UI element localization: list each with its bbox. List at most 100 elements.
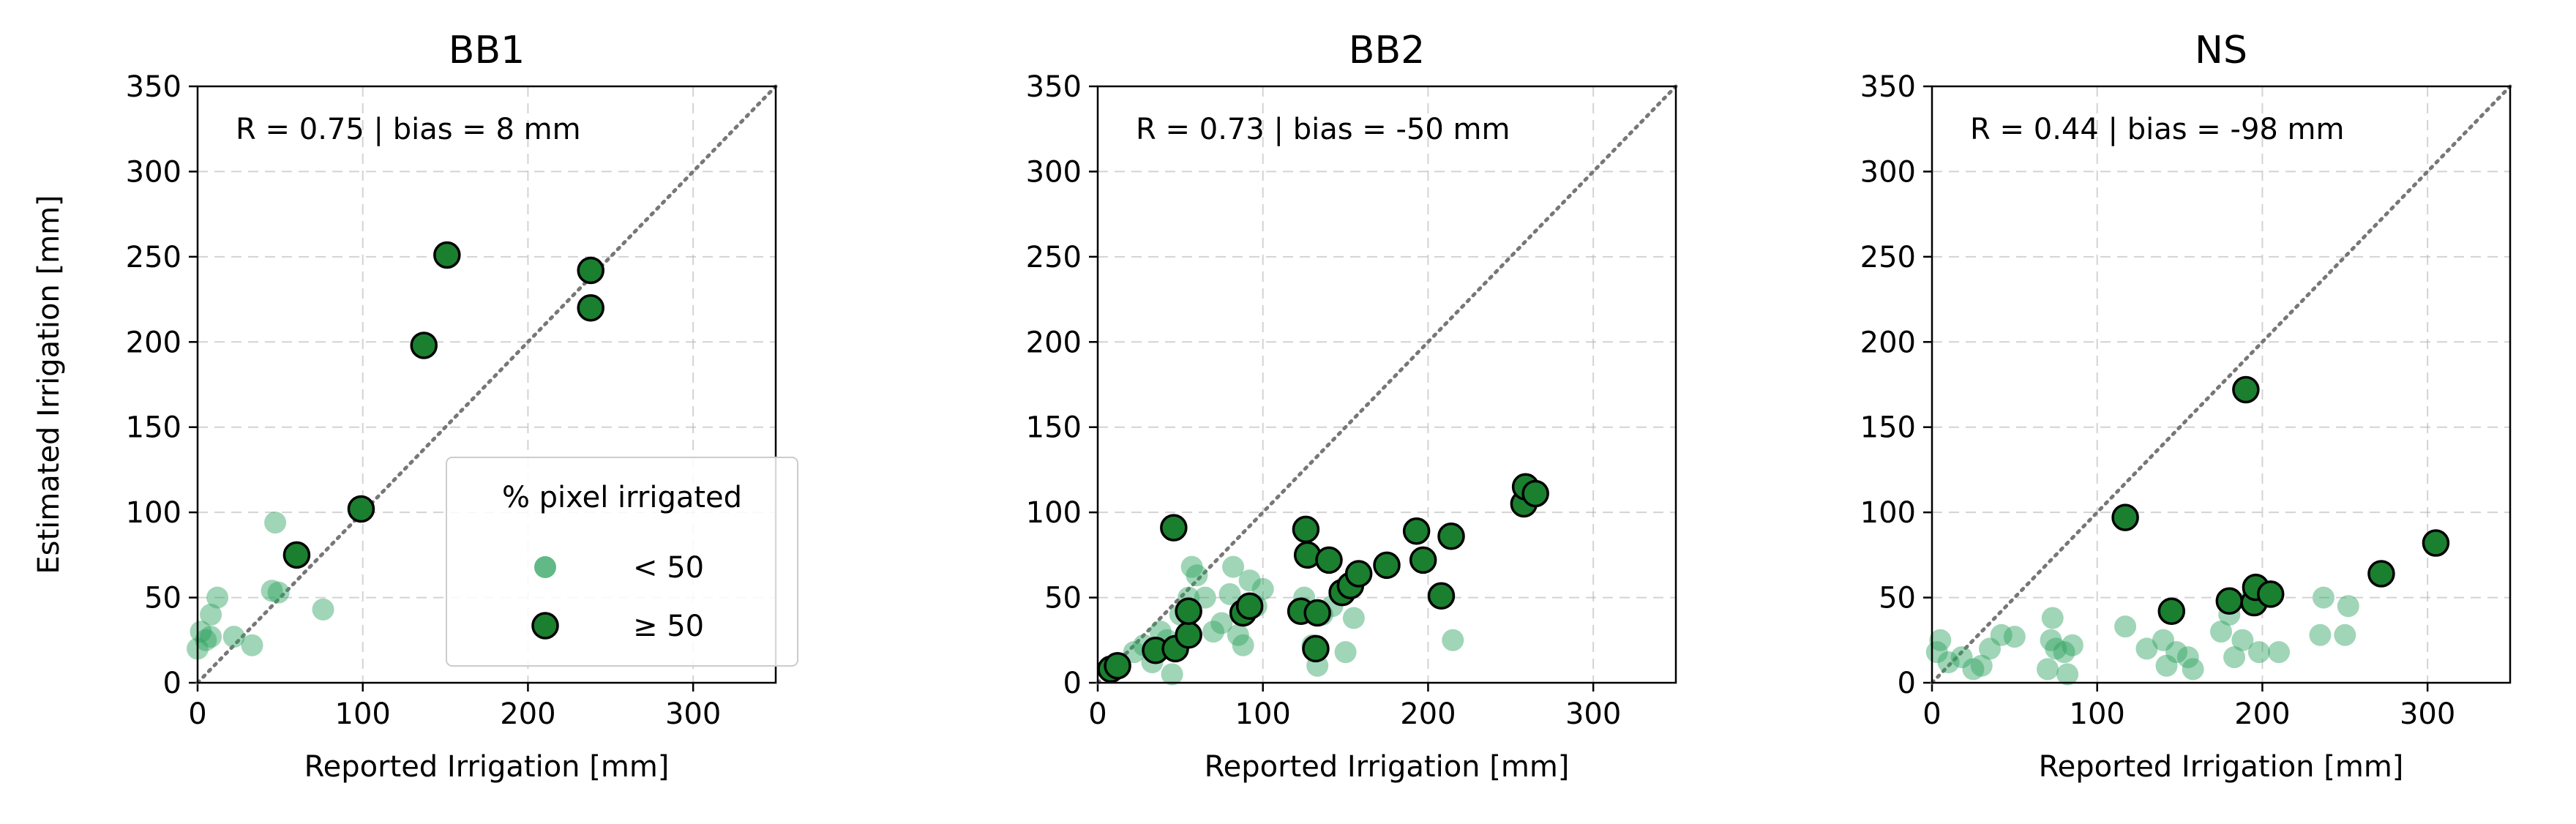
data-point xyxy=(200,626,222,648)
data-point xyxy=(2037,658,2059,681)
data-point xyxy=(312,598,334,621)
data-point xyxy=(267,581,290,604)
data-point xyxy=(2061,634,2083,656)
data-point xyxy=(2045,637,2067,660)
data-point xyxy=(1990,623,2012,646)
data-point xyxy=(2056,663,2079,686)
x-tick-label: 300 xyxy=(665,697,721,731)
data-point xyxy=(1442,629,1464,651)
x-tick-label: 0 xyxy=(1088,697,1107,731)
data-point xyxy=(2367,560,2395,588)
y-tick-label: 350 xyxy=(1026,70,1082,104)
axes-frame xyxy=(1931,85,2512,684)
data-point xyxy=(2231,629,2254,651)
data-point xyxy=(577,256,604,285)
one-to-one-line xyxy=(1096,84,1678,685)
data-point xyxy=(2334,623,2356,646)
x-axis-label: Reported Irrigation [mm] xyxy=(1205,750,1570,784)
data-point xyxy=(1437,522,1465,550)
x-tick-label: 100 xyxy=(2070,697,2125,731)
x-tick-label: 0 xyxy=(188,697,206,731)
data-point xyxy=(282,541,311,569)
y-tick-label: 100 xyxy=(1026,496,1082,530)
data-point xyxy=(1521,479,1549,508)
data-point xyxy=(2210,621,2232,643)
data-point xyxy=(1292,515,1320,544)
data-point xyxy=(1227,623,1249,646)
data-point xyxy=(1222,555,1245,578)
data-point xyxy=(1238,569,1261,592)
y-tick-label: 350 xyxy=(126,70,181,104)
data-point xyxy=(2152,629,2174,651)
data-point xyxy=(2223,646,2246,669)
data-point xyxy=(1160,514,1188,542)
data-point xyxy=(1334,641,1357,664)
axes-frame xyxy=(196,85,777,684)
series-at-least-50 xyxy=(282,241,604,569)
data-point xyxy=(1175,597,1202,625)
data-point xyxy=(1235,592,1264,620)
data-point xyxy=(1342,607,1365,629)
y-tick-label: 50 xyxy=(1044,582,1082,615)
data-point xyxy=(264,512,287,534)
data-point xyxy=(1409,546,1437,574)
data-point xyxy=(2247,641,2270,664)
y-tick-label: 0 xyxy=(163,667,181,700)
y-tick-label: 50 xyxy=(144,582,181,615)
y-tick-label: 300 xyxy=(1026,155,1082,189)
data-point xyxy=(2040,629,2062,651)
data-point xyxy=(195,629,217,651)
panel-bb2: 0 100 200 300 0 50 100 150 200 250 300 350 BB2 R = 0.… xyxy=(1026,29,1678,784)
panel-title: NS xyxy=(2195,29,2247,72)
panel-bb1: 0 100 200 300 0 50 100 150 200 250 300 350 BB1 R = 0.… xyxy=(32,29,798,784)
y-tick-label: 250 xyxy=(126,241,181,274)
legend-marker-below-50 xyxy=(534,556,556,578)
x-tick-label: 200 xyxy=(2234,697,2290,731)
data-point xyxy=(1104,651,1131,680)
data-point xyxy=(2182,658,2204,681)
x-tick-label: 300 xyxy=(1565,697,1621,731)
data-point xyxy=(241,634,263,656)
data-point xyxy=(2135,637,2158,660)
data-point xyxy=(200,603,222,626)
panel-title: BB2 xyxy=(1349,29,1425,72)
data-point xyxy=(1979,637,2001,660)
series-below-50 xyxy=(187,512,334,660)
legend: % pixel irrigated < 50 ≥ 50 xyxy=(446,457,798,667)
y-tick-label: 250 xyxy=(1860,241,1916,274)
data-point xyxy=(222,626,245,648)
stats-annotation: R = 0.75 | bias = 8 mm xyxy=(236,113,581,146)
data-point xyxy=(261,580,283,602)
data-point xyxy=(1373,551,1401,580)
data-point xyxy=(1251,577,1274,600)
y-tick-label: 50 xyxy=(1879,582,1916,615)
data-point xyxy=(1970,654,1993,677)
data-point xyxy=(1218,583,1241,605)
x-tick-label: 0 xyxy=(1922,697,1941,731)
data-point xyxy=(2165,641,2188,664)
data-point xyxy=(410,332,438,359)
y-tick-label: 200 xyxy=(126,326,181,359)
series-at-least-50 xyxy=(2111,375,2450,625)
data-point xyxy=(2337,595,2359,618)
legend-box xyxy=(446,457,798,667)
data-point xyxy=(1315,546,1343,574)
y-tick-label: 200 xyxy=(1860,326,1916,359)
y-tick-label: 0 xyxy=(1898,667,1916,700)
data-point xyxy=(1180,555,1203,578)
data-point xyxy=(1186,564,1208,587)
y-tick-label: 150 xyxy=(126,411,181,445)
legend-label-below-50: < 50 xyxy=(633,551,704,585)
y-tick-label: 0 xyxy=(1063,667,1082,700)
data-point xyxy=(2215,587,2244,615)
y-tick-label: 300 xyxy=(126,155,181,189)
legend-marker-at-least-50 xyxy=(531,612,559,640)
y-tick-label: 150 xyxy=(1860,411,1916,445)
x-axis-label: Reported Irrigation [mm] xyxy=(304,750,670,784)
data-point xyxy=(2114,615,2137,638)
x-tick-label: 300 xyxy=(2400,697,2455,731)
data-point xyxy=(2041,607,2064,629)
data-point xyxy=(1950,646,1973,669)
data-point xyxy=(2256,580,2285,608)
